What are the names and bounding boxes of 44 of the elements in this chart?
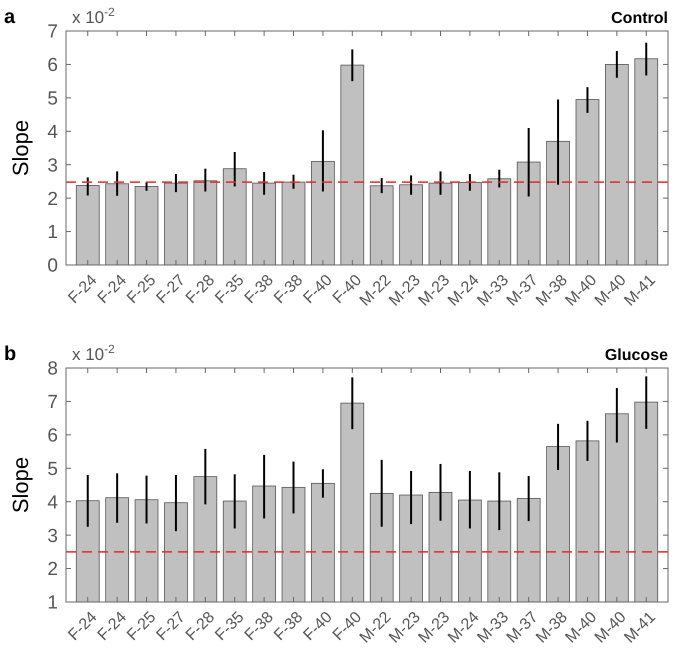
y-tick-label: 8 [47, 358, 58, 380]
y-tick-label: 3 [47, 155, 58, 176]
bar [604, 64, 629, 266]
y-tick-label: 4 [47, 122, 58, 143]
bar [546, 140, 570, 266]
text: x 10$^{-2}$ [72, 342, 116, 364]
y-tick-label: 2 [47, 188, 58, 210]
chart-title: Glucose [604, 347, 668, 364]
y-tick-label: 6 [47, 426, 58, 447]
bar [222, 168, 247, 266]
y-tick-label: 5 [47, 88, 58, 110]
y-tick-label: 6 [47, 55, 58, 76]
bar [458, 182, 482, 266]
y-axis-title: Slope [8, 456, 33, 514]
bar [516, 162, 541, 266]
bar [282, 182, 306, 266]
chart-title: Control [611, 10, 668, 27]
text: b [4, 343, 16, 365]
bar [105, 183, 130, 266]
y-tick-label: 4 [47, 492, 58, 514]
y-tick-label: 7 [47, 392, 58, 414]
bar [193, 180, 218, 266]
bar [134, 186, 158, 266]
bar [399, 184, 423, 266]
bar [370, 185, 394, 266]
y-tick-label: 1 [47, 222, 58, 244]
y-tick-label: 0 [47, 256, 58, 277]
bar [164, 182, 188, 266]
bar [576, 99, 600, 266]
y-tick-label: 3 [47, 526, 58, 547]
bar [340, 64, 364, 266]
text: x 10$^{-2}$ [72, 5, 116, 27]
bar [487, 178, 512, 266]
bar [76, 185, 100, 266]
y-axis-title: Slope [8, 120, 33, 176]
bar [428, 182, 452, 266]
y-tick-label: 1 [47, 592, 58, 614]
text: a [4, 6, 16, 28]
bar [311, 160, 335, 266]
bar [252, 182, 276, 266]
y-tick-label: 2 [47, 559, 58, 580]
bar [634, 58, 658, 266]
y-tick-label: 5 [47, 458, 58, 480]
y-tick-label: 7 [47, 22, 58, 43]
